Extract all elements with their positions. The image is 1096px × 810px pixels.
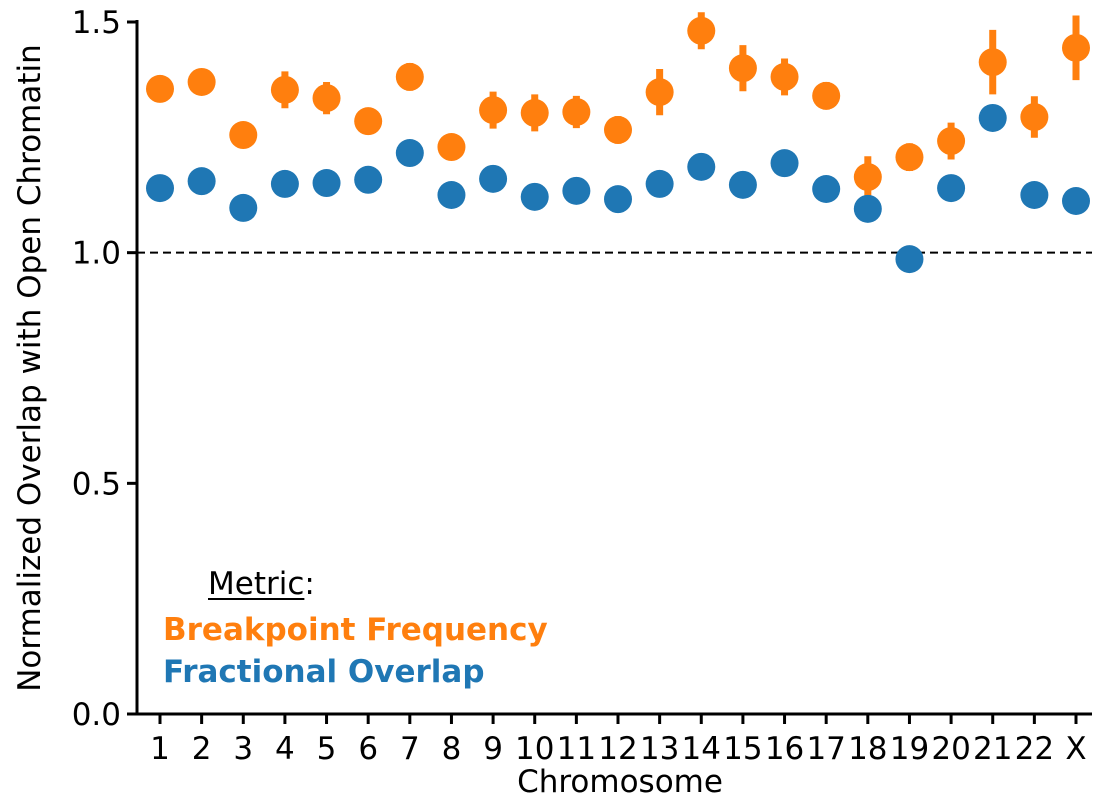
dot: [687, 152, 716, 181]
x-tick-label: 10: [515, 731, 554, 767]
dot: [354, 165, 383, 194]
dot: [895, 245, 924, 274]
dot: [562, 97, 591, 126]
dot: [479, 96, 508, 125]
dot: [937, 127, 966, 156]
dot: [812, 81, 841, 110]
x-tick-label: 2: [192, 731, 212, 767]
dot: [604, 115, 632, 144]
dot: [354, 107, 383, 136]
dot: [187, 67, 216, 96]
dot: [1020, 181, 1049, 209]
x-tick-label: 9: [483, 731, 503, 767]
x-tick-label: 15: [723, 731, 762, 767]
y-axis-label: Normalized Overlap with Open Chromatin: [12, 44, 48, 692]
y-tick-label: 0.5: [72, 466, 121, 502]
x-tick-label: 7: [400, 731, 420, 767]
dot: [978, 48, 1007, 77]
x-tick-label: 3: [233, 731, 253, 767]
dot: [312, 169, 341, 198]
dot: [187, 167, 216, 196]
dot: [270, 75, 299, 104]
dot: [312, 84, 341, 113]
dot: [520, 98, 549, 127]
dot: [520, 182, 549, 211]
x-tick-label: 6: [358, 731, 378, 767]
dot: [812, 175, 841, 204]
x-tick-label: 4: [275, 731, 295, 767]
x-tick-label: 11: [557, 731, 596, 767]
dot: [937, 174, 966, 203]
x-tick-label: 1: [150, 731, 170, 767]
dot: [395, 139, 424, 168]
dot: [229, 193, 258, 222]
dot: [562, 176, 591, 205]
x-tick-label: 14: [682, 731, 721, 767]
dot: [853, 194, 882, 223]
x-tick-label: 16: [765, 731, 804, 767]
x-tick-label: 21: [973, 731, 1012, 767]
legend-entry: Breakpoint Frequency: [163, 612, 548, 648]
dot: [437, 181, 466, 209]
x-tick-label: 5: [317, 731, 337, 767]
dot: [770, 62, 799, 91]
dot: [728, 170, 757, 199]
x-tick-label: 12: [598, 731, 637, 767]
dot: [437, 133, 466, 162]
x-tick-label: 13: [640, 731, 679, 767]
dot: [1062, 33, 1090, 62]
dot: [978, 103, 1007, 132]
legend-title: Metric:: [208, 566, 315, 602]
dot: [770, 149, 799, 178]
dot: [895, 143, 924, 172]
x-tick-label: 8: [442, 731, 462, 767]
dot: [146, 74, 174, 103]
dot: [728, 54, 757, 83]
dot: [395, 62, 424, 91]
dot: [645, 78, 674, 107]
x-tick-label: X: [1065, 731, 1086, 767]
dot: [479, 164, 508, 193]
x-tick-label: 20: [931, 731, 970, 767]
legend-entry: Fractional Overlap: [163, 654, 485, 690]
y-tick-label: 0.0: [72, 697, 121, 733]
x-tick-label: 18: [848, 731, 887, 767]
y-tick-label: 1.0: [72, 236, 121, 272]
y-tick-label: 1.5: [72, 5, 121, 41]
dot: [1020, 103, 1049, 132]
x-tick-label: 19: [890, 731, 929, 767]
dot: [645, 169, 674, 198]
dot: [1062, 186, 1090, 215]
dot: [229, 121, 258, 150]
x-axis-label: Chromosome: [517, 764, 723, 800]
dot: [146, 174, 174, 203]
dot: [270, 169, 299, 198]
dot: [604, 185, 632, 214]
dot: [687, 16, 716, 45]
x-tick-label: 22: [1015, 731, 1054, 767]
x-tick-label: 17: [806, 731, 845, 767]
dot: [853, 163, 882, 192]
